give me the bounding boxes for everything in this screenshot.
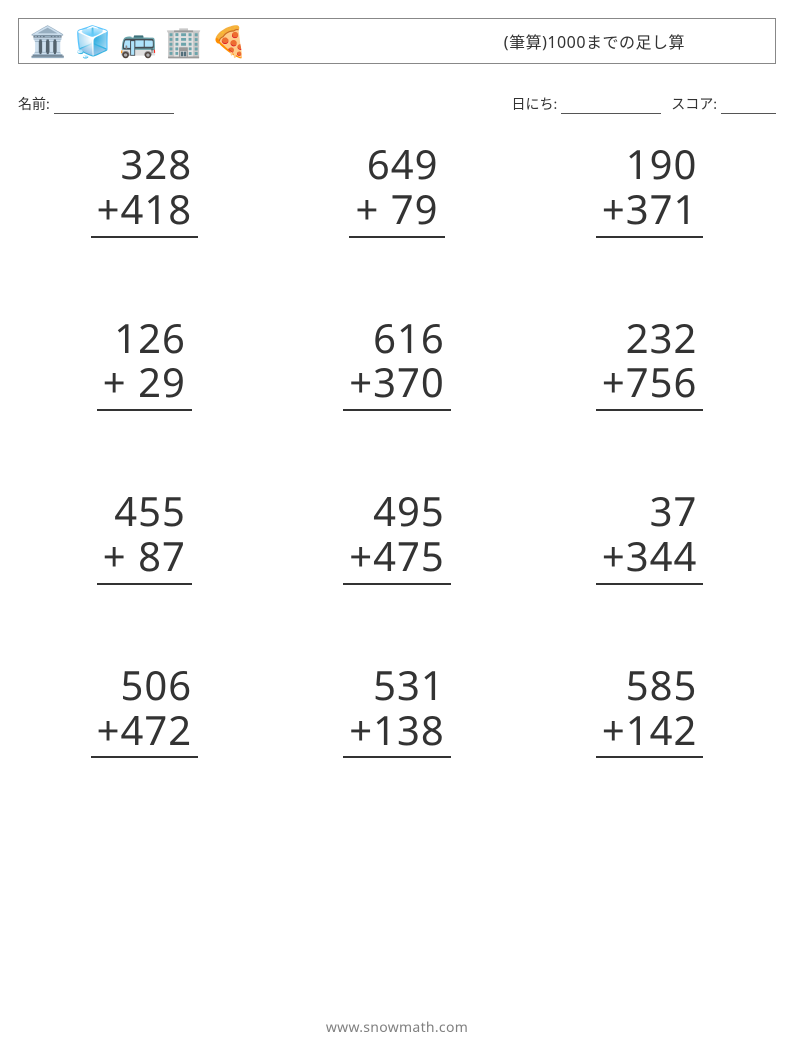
- date-blank[interactable]: [561, 99, 661, 114]
- date-label: 日にち:: [511, 94, 557, 114]
- problem-addend-bottom: +475: [343, 534, 451, 579]
- problem-rule: [343, 756, 451, 758]
- header-icon-strip: 🏛️ 🧊 🚌 🏢 🍕: [29, 26, 248, 56]
- problem-rule: [343, 409, 451, 411]
- meta-row: 名前: 日にち: スコア:: [18, 94, 776, 114]
- problem-rule: [349, 236, 444, 238]
- addition-problem: 616+370: [343, 316, 451, 412]
- name-label: 名前:: [18, 94, 50, 114]
- problem-rule: [97, 409, 192, 411]
- problem-addend-bottom: + 79: [349, 187, 444, 232]
- addition-problem: 506+472: [91, 663, 199, 759]
- addition-problem: 37+344: [596, 489, 704, 585]
- score-blank[interactable]: [721, 99, 776, 114]
- addition-problem: 649+ 79: [349, 142, 444, 238]
- worksheet-page: 🏛️ 🧊 🚌 🏢 🍕 (筆算)1000までの足し算 名前: 日にち: スコア:: [0, 0, 794, 758]
- addition-problem: 455+ 87: [97, 489, 192, 585]
- addition-problem: 495+475: [343, 489, 451, 585]
- problems-grid: 328+418 649+ 79 190+371 126+ 29 616+370 232+7…: [18, 142, 776, 758]
- problem-addend-bottom: + 29: [97, 360, 192, 405]
- problem-addend-top: 531: [343, 663, 451, 708]
- header-box: 🏛️ 🧊 🚌 🏢 🍕 (筆算)1000までの足し算: [18, 18, 776, 64]
- problem-addend-bottom: + 87: [97, 534, 192, 579]
- problem-addend-bottom: +418: [91, 187, 199, 232]
- addition-problem: 190+371: [596, 142, 704, 238]
- header-icon-colosseum: 🏛️: [29, 26, 66, 56]
- problem-addend-bottom: +138: [343, 708, 451, 753]
- footer-credit: www.snowmath.com: [0, 1018, 794, 1037]
- problem-rule: [97, 583, 192, 585]
- problem-addend-top: 506: [91, 663, 199, 708]
- problem-rule: [343, 583, 451, 585]
- header-icon-building: 🏢: [165, 26, 202, 56]
- score-field: スコア:: [671, 94, 776, 114]
- problem-rule: [596, 236, 704, 238]
- problem-rule: [91, 236, 199, 238]
- addition-problem: 531+138: [343, 663, 451, 759]
- problem-addend-bottom: +472: [91, 708, 199, 753]
- addition-problem: 328+418: [91, 142, 199, 238]
- problem-rule: [596, 409, 704, 411]
- addition-problem: 585+142: [596, 663, 704, 759]
- problem-addend-top: 585: [596, 663, 704, 708]
- header-icon-medkit: 🧊: [74, 26, 111, 56]
- problem-addend-bottom: +142: [596, 708, 704, 753]
- problem-addend-bottom: +344: [596, 534, 704, 579]
- addition-problem: 232+756: [596, 316, 704, 412]
- date-field: 日にち:: [511, 94, 661, 114]
- worksheet-title: (筆算)1000までの足し算: [504, 29, 765, 53]
- problem-rule: [91, 756, 199, 758]
- problem-rule: [596, 756, 704, 758]
- name-blank[interactable]: [54, 99, 174, 114]
- score-label: スコア:: [671, 94, 717, 114]
- header-icon-bus: 🚌: [120, 26, 157, 56]
- problem-addend-bottom: +370: [343, 360, 451, 405]
- problem-rule: [596, 583, 704, 585]
- addition-problem: 126+ 29: [97, 316, 192, 412]
- header-icon-pizza: 🍕: [210, 26, 247, 56]
- problem-addend-bottom: +756: [596, 360, 704, 405]
- problem-addend-bottom: +371: [596, 187, 704, 232]
- meta-left: 名前:: [18, 94, 174, 114]
- name-field: 名前:: [18, 94, 174, 114]
- meta-right: 日にち: スコア:: [511, 94, 776, 114]
